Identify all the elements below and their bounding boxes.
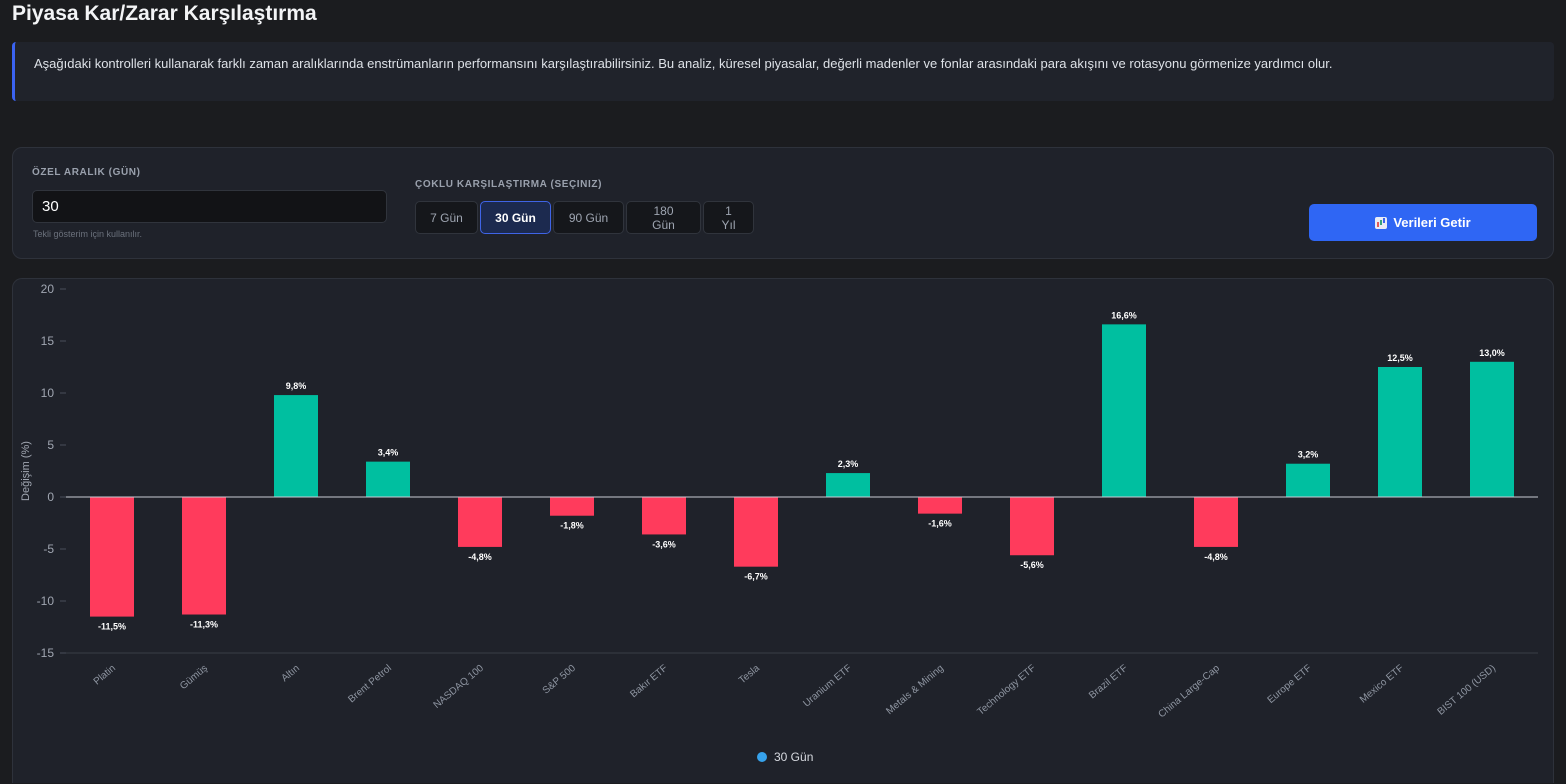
bar [918,497,962,514]
fetch-data-button[interactable]: Verileri Getir [1309,204,1537,241]
data-label: 13,0% [1479,348,1505,358]
custom-range-hint: Tekli gösterim için kullanılır. [33,229,143,239]
data-label: -4,8% [1204,552,1228,562]
control-panel: ÖZEL ARALIK (GÜN) Tekli gösterim için ku… [12,147,1554,259]
bar-chart-icon [1375,216,1388,229]
bar-chart: 20 15 10 5 0 -5 -10 -15 Değişim (%) -11,5% -11,3% 9… [20,282,1538,764]
x-tick-label: Tesla [737,663,762,687]
period-button-1[interactable]: 30 Gün [480,201,551,234]
period-button-3[interactable]: 180 Gün [626,201,701,234]
y-tick-label: 10 [41,386,55,400]
x-tick-label: Uranium ETF [801,663,854,710]
data-label: 12,5% [1387,353,1413,363]
x-tick-label: Technology ETF [975,663,1037,718]
legend-dot [757,752,767,762]
data-label: 9,8% [286,381,307,391]
bar [1194,497,1238,547]
y-axis-label: Değişim (%) [20,441,32,501]
bar [1378,367,1422,497]
data-label: -5,6% [1020,560,1044,570]
info-text: Aşağıdaki kontrolleri kullanarak farklı … [34,56,1333,71]
data-label: 3,4% [378,448,399,458]
y-tick-label: -10 [37,594,55,608]
bar [734,497,778,567]
x-tick-label: Bakır ETF [628,663,670,700]
bar [458,497,502,547]
bar [274,395,318,497]
x-tick-label: Europe ETF [1266,663,1314,706]
data-label: -1,6% [928,519,952,529]
data-label: 3,2% [1298,450,1319,460]
x-tick-label: Altın [280,663,302,684]
x-tick-label: S&P 500 [541,663,579,697]
bar [826,473,870,497]
x-tick-label: Gümüş [178,663,210,692]
data-label: -6,7% [744,572,768,582]
x-tick-label: BIST 100 (USD) [1436,663,1498,718]
period-button-2[interactable]: 90 Gün [553,201,624,234]
bar [1286,463,1330,497]
bar [550,497,594,516]
bar [366,461,410,497]
custom-range-label: ÖZEL ARALIK (GÜN) [32,167,141,178]
data-label: -11,5% [98,622,126,632]
data-label: -4,8% [468,552,492,562]
bar [1470,361,1514,497]
data-label: -1,8% [560,521,584,531]
data-label: 2,3% [838,459,859,469]
data-label: -11,3% [190,620,218,630]
x-tick-label: NASDAQ 100 [432,663,487,711]
y-tick-label: -5 [43,542,54,556]
y-tick-label: 0 [47,490,54,504]
custom-range-input[interactable] [32,190,387,223]
y-tick-label: -15 [37,646,55,660]
info-box: Aşağıdaki kontrolleri kullanarak farklı … [12,42,1554,101]
fetch-data-label: Verileri Getir [1393,215,1471,230]
x-tick-label: China Large-Cap [1157,663,1223,721]
legend-label: 30 Gün [774,750,813,764]
y-tick-label: 15 [41,334,55,348]
y-tick-label: 5 [47,438,54,452]
data-label: -3,6% [652,539,676,549]
x-tick-label: Brazil ETF [1087,663,1130,701]
x-tick-label: Platin [92,663,118,688]
x-tick-label: Metals & Mining [884,663,946,717]
x-tick-label: Mexico ETF [1358,663,1406,706]
bar [642,497,686,535]
period-selector: 7 Gün 30 Gün 90 Gün 180 Gün 1 Yıl [415,201,754,234]
bar [90,497,134,617]
data-label: 16,6% [1111,310,1137,320]
page-title: Piyasa Kar/Zarar Karşılaştırma [12,2,317,25]
bar [182,497,226,615]
bar [1102,324,1146,497]
bar [1010,497,1054,556]
period-button-4[interactable]: 1 Yıl [703,201,754,234]
multi-compare-label: ÇOKLU KARŞILAŞTIRMA (SEÇINIZ) [415,179,603,190]
x-tick-label: Brent Petrol [346,663,394,705]
chart-panel: 20 15 10 5 0 -5 -10 -15 Değişim (%) -11,5% -11,3% 9… [12,278,1554,783]
y-tick-label: 20 [41,282,55,296]
period-button-0[interactable]: 7 Gün [415,201,478,234]
